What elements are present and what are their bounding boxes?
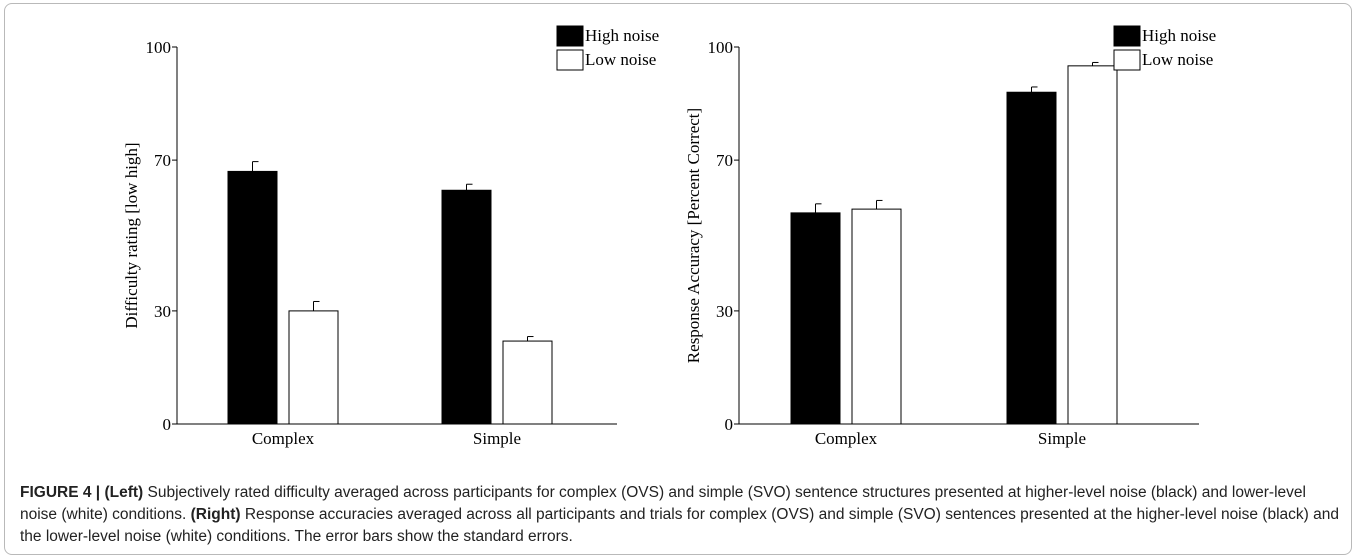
legend-label: High noise bbox=[585, 26, 659, 45]
y-tick-label: 100 bbox=[146, 38, 172, 57]
y-axis-label: Response Accuracy [Percent Correct] bbox=[684, 108, 703, 363]
legend-swatch bbox=[1113, 49, 1141, 71]
y-tick-label: 0 bbox=[163, 415, 172, 434]
legend-swatch bbox=[556, 49, 584, 71]
chart-difficulty: 0 30 70 100 Difficulty rating [low high] Comp… bbox=[122, 25, 659, 448]
bar-low-noise bbox=[502, 340, 553, 425]
caption-label: FIGURE 4 | bbox=[20, 484, 101, 501]
bar-low-noise bbox=[1067, 65, 1118, 425]
caption-right-tag: (Right) bbox=[190, 506, 241, 523]
y-tick-label: 100 bbox=[708, 38, 734, 57]
bar-low-noise bbox=[288, 310, 339, 425]
bar-high-noise bbox=[790, 212, 841, 425]
y-tick-label: 30 bbox=[154, 302, 171, 321]
bar-high-noise bbox=[1006, 91, 1057, 425]
legend-label: Low noise bbox=[585, 50, 656, 69]
bar-high-noise bbox=[441, 189, 492, 425]
caption-left-tag: (Left) bbox=[104, 484, 144, 501]
legend-swatch bbox=[556, 25, 584, 47]
y-tick-label: 30 bbox=[716, 302, 733, 321]
legend-swatch bbox=[1113, 25, 1141, 47]
y-tick-label: 70 bbox=[716, 151, 733, 170]
legend-label: Low noise bbox=[1142, 50, 1213, 69]
chart-accuracy: 0 30 70 100 Response Accuracy [Percent Corre… bbox=[684, 25, 1216, 448]
figure-frame: 0 30 70 100 Difficulty rating [low high] Comp… bbox=[4, 3, 1352, 555]
x-tick-label: Complex bbox=[252, 429, 315, 448]
y-tick-label: 70 bbox=[154, 151, 171, 170]
bar-high-noise bbox=[227, 170, 278, 425]
caption-left-text: Subjectively rated difficulty averaged a… bbox=[20, 484, 1306, 523]
caption-right-text: Response accuracies averaged across all … bbox=[20, 506, 1339, 545]
figure-caption: FIGURE 4 | (Left) Subjectively rated dif… bbox=[20, 482, 1342, 548]
y-axis-label: Difficulty rating [low high] bbox=[122, 142, 141, 328]
y-tick-label: 0 bbox=[725, 415, 734, 434]
legend-label: High noise bbox=[1142, 26, 1216, 45]
x-tick-label: Simple bbox=[473, 429, 521, 448]
bar-low-noise bbox=[851, 208, 902, 425]
x-tick-label: Simple bbox=[1038, 429, 1086, 448]
x-tick-label: Complex bbox=[815, 429, 878, 448]
